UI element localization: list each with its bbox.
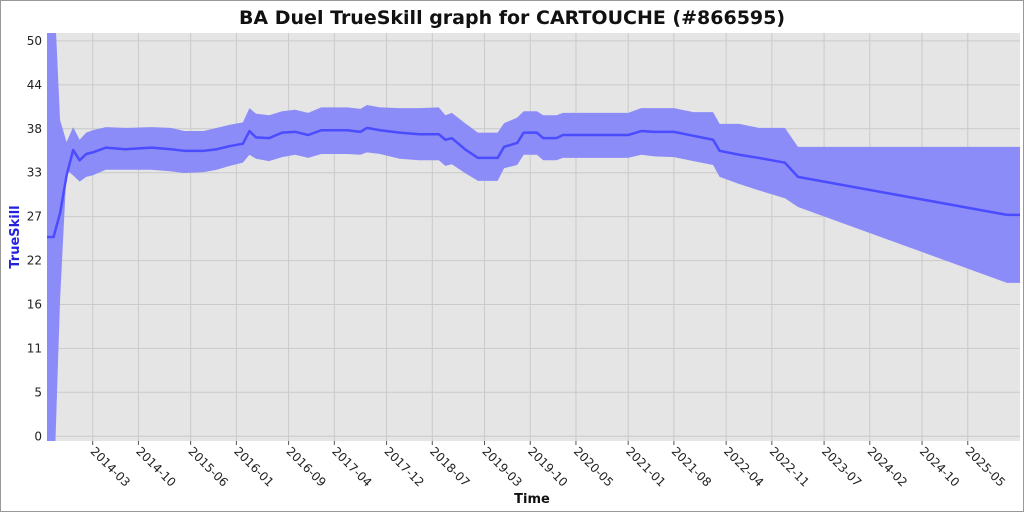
y-tick-label: 50 [27,34,42,48]
y-tick-label: 44 [27,78,42,92]
x-axis-label: Time [514,492,550,507]
y-tick-label: 33 [27,166,42,180]
uncertainty-band [47,33,1020,441]
trueskill-line [47,126,1020,239]
marks [47,33,1020,441]
y-tick-label: 16 [27,297,42,311]
chart-title: BA Duel TrueSkill graph for CARTOUCHE (#… [239,7,785,29]
plot-area [47,33,1020,441]
y-tick-label: 5 [34,385,42,399]
y-tick-label: 11 [27,341,42,355]
y-axis-label: TrueSkill [8,205,23,268]
y-tick-label: 38 [27,122,42,136]
y-tick-label: 0 [34,429,42,443]
y-tick-label: 22 [27,254,42,268]
y-tick-label: 27 [27,210,42,224]
